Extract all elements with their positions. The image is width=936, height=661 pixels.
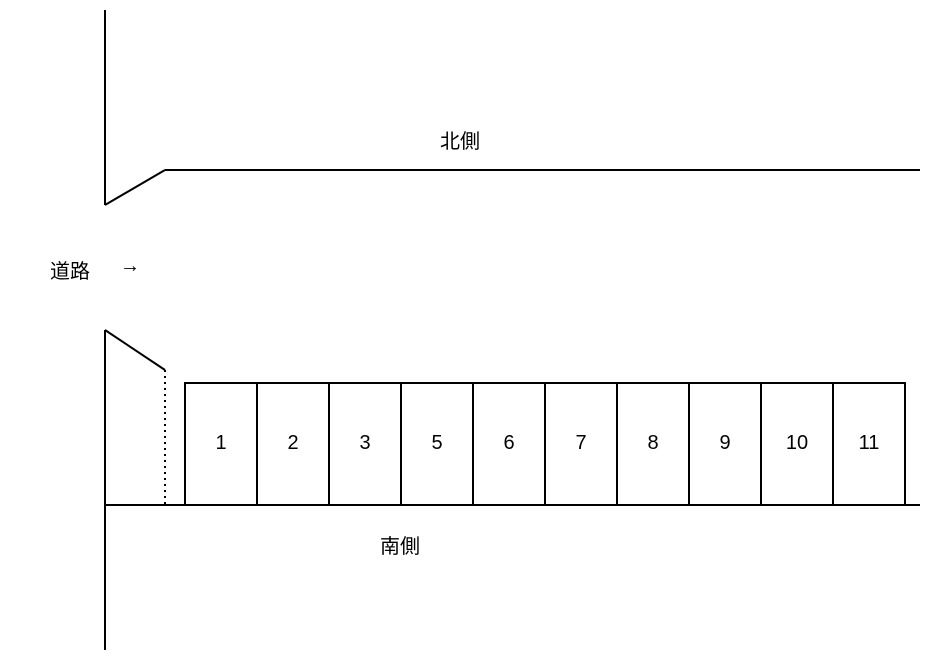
slot-number: 3 — [329, 432, 401, 455]
diagram-lines — [0, 0, 936, 661]
slot-number: 7 — [545, 432, 617, 455]
slot-number: 1 — [185, 432, 257, 455]
slot-number: 6 — [473, 432, 545, 455]
slot-number: 2 — [257, 432, 329, 455]
slot-number: 11 — [833, 432, 905, 455]
parking-diagram: 北側 南側 道路 → 123567891011 — [0, 0, 936, 661]
slot-number: 5 — [401, 432, 473, 455]
slot-number: 10 — [761, 432, 833, 455]
slot-number: 8 — [617, 432, 689, 455]
slot-number: 9 — [689, 432, 761, 455]
